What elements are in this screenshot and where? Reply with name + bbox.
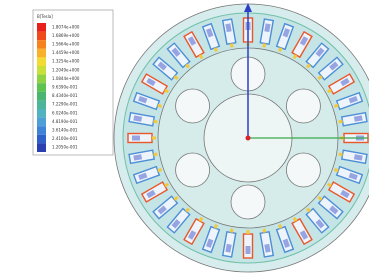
screenshot: B[Tesla] 1.8074e+000 1.6869e+000 1.5664e+0… (0, 0, 369, 277)
slot-coil (132, 136, 140, 141)
rotor-hole (286, 89, 320, 123)
legend-swatch (37, 32, 46, 41)
legend-swatch (37, 118, 46, 127)
legend-label: 1.8074e+000 (52, 24, 80, 29)
legend-label: 6.0240e-001 (52, 110, 78, 115)
slot-tooth (152, 137, 156, 140)
legend-swatch (37, 40, 46, 49)
legend-label: 8.4340e-001 (52, 93, 78, 98)
legend-swatch (37, 92, 46, 101)
legend-label: 1.2050e-001 (52, 145, 78, 150)
legend-label: 3.6140e-001 (52, 128, 78, 133)
slot-tooth (247, 230, 250, 234)
origin (246, 136, 251, 141)
rotor-hole (176, 89, 210, 123)
rotor-hole (231, 185, 265, 219)
rotor-hole (286, 153, 320, 187)
legend-swatch (37, 57, 46, 66)
legend-label: 9.6390e-001 (52, 85, 78, 90)
legend-label: 1.6869e+000 (52, 33, 80, 38)
legend-label: 1.4459e+000 (52, 50, 80, 55)
slot (244, 230, 253, 258)
legend-label: 1.0844e+000 (52, 76, 80, 81)
legend-swatch (37, 83, 46, 92)
legend-label: 1.3254e+000 (52, 59, 80, 64)
legend-label: 7.2290e-001 (52, 102, 78, 107)
legend-swatch (37, 75, 46, 84)
page: B[Tesla] 1.8074e+000 1.6869e+000 1.5664e+0… (0, 0, 369, 277)
legend-swatch (37, 126, 46, 135)
legend-label: 1.5664e+000 (52, 42, 80, 47)
legend-label: 2.4100e-001 (52, 136, 78, 141)
legend-swatch (37, 49, 46, 58)
rotor-hole (176, 153, 210, 187)
slot (128, 134, 156, 143)
legend-swatch (37, 66, 46, 75)
slot-coil (246, 246, 251, 254)
legend-label: 4.8190e-001 (52, 119, 78, 124)
legend-swatch (37, 23, 46, 32)
legend-swatch (37, 100, 46, 109)
legend-title: B[Tesla] (37, 14, 53, 19)
legend-swatch (37, 143, 46, 152)
legend-swatch (37, 109, 46, 118)
legend-swatch (37, 135, 46, 144)
legend-label: 1.2049e+000 (52, 67, 80, 72)
